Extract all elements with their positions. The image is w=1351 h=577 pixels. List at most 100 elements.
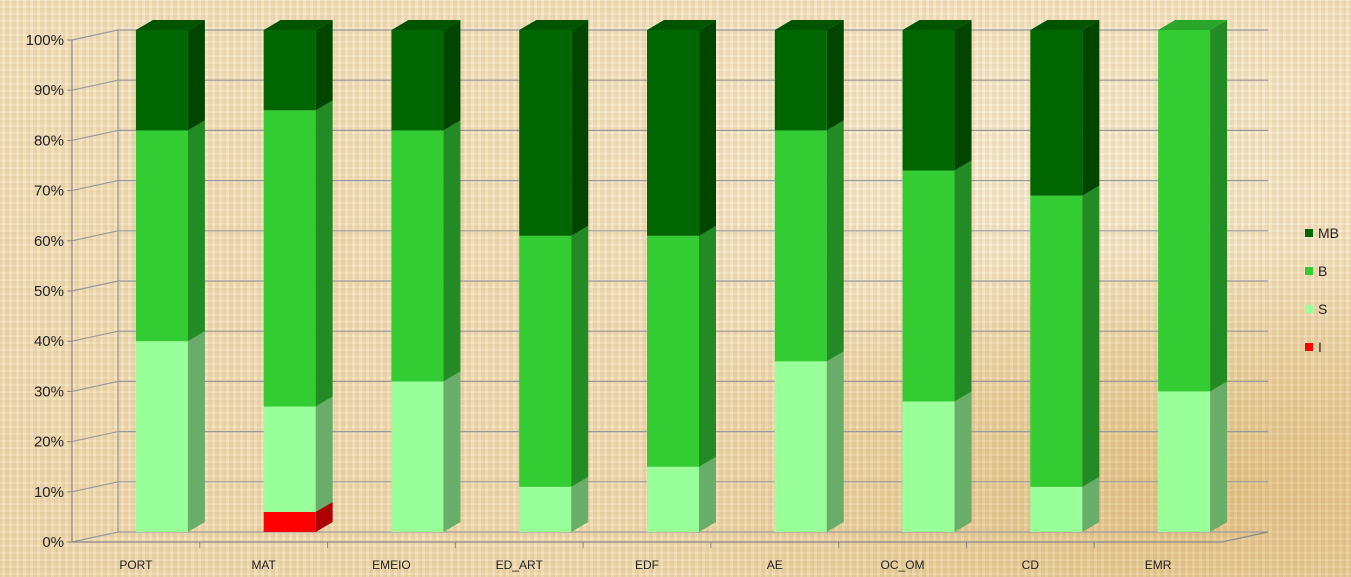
- floor-edge: [1221, 531, 1269, 543]
- y-tick-label: 0%: [42, 534, 64, 551]
- bar-front: [1030, 486, 1083, 532]
- bar-front: [263, 511, 316, 532]
- gridline-side: [71, 280, 119, 292]
- bar-top: [902, 20, 972, 30]
- bar-front: [135, 130, 188, 342]
- bar-segment-i-mat: [263, 501, 333, 532]
- gridline-side: [71, 431, 119, 443]
- bar-top: [135, 20, 205, 30]
- y-tick-label: 40%: [34, 333, 64, 350]
- bar-side: [315, 100, 333, 407]
- bar-front: [1030, 195, 1083, 487]
- x-tick-label: AE: [767, 558, 783, 572]
- bar-side: [826, 120, 844, 362]
- x-tick-label: EDF: [635, 558, 659, 572]
- bar-side: [954, 20, 972, 171]
- bar-segment-b-ed_art: [519, 225, 589, 487]
- bar-side: [187, 120, 205, 342]
- bar-front: [135, 30, 188, 131]
- bar-front: [902, 401, 955, 532]
- legend-swatch: [1305, 229, 1313, 237]
- bar-segment-s-edf: [647, 456, 716, 532]
- bar-front: [902, 30, 955, 171]
- bar-top: [1158, 20, 1228, 30]
- bar-segment-b-edf: [647, 225, 716, 467]
- x-tick-label: EMR: [1145, 558, 1172, 572]
- bar-side: [315, 396, 333, 512]
- y-tick-label: 10%: [34, 484, 64, 501]
- bar-front: [391, 381, 444, 532]
- bars: [135, 20, 1228, 532]
- bar-side: [1082, 476, 1100, 532]
- gridline-side: [71, 79, 119, 91]
- bar-side: [571, 225, 589, 487]
- bar-segment-s-emeio: [391, 371, 461, 532]
- bar-front: [774, 361, 827, 532]
- x-tick-label: EMEIO: [372, 558, 411, 572]
- legend-label: B: [1318, 263, 1327, 279]
- gridline-side: [71, 531, 119, 543]
- bar-front: [263, 406, 316, 512]
- bar-side: [699, 225, 716, 467]
- bar-segment-s-oc_om: [902, 391, 972, 532]
- gridline-side: [71, 230, 119, 242]
- bar-top: [391, 20, 461, 30]
- y-tick-label: 70%: [34, 183, 64, 200]
- bar-segment-mb-port: [135, 20, 205, 131]
- bar-front: [519, 235, 572, 487]
- gridline-side: [71, 481, 119, 493]
- bar-side: [826, 20, 844, 131]
- bar-segment-mb-oc_om: [902, 20, 972, 171]
- bar-front: [647, 30, 699, 236]
- bar-front: [1158, 391, 1211, 532]
- bar-segment-s-port: [135, 331, 205, 532]
- bar-side: [443, 20, 461, 131]
- bar-side: [826, 351, 844, 532]
- bar-side: [699, 20, 716, 236]
- bar-front: [774, 130, 827, 362]
- legend-item-i: I: [1305, 339, 1322, 355]
- y-tick-label: 80%: [34, 132, 64, 149]
- bar-front: [647, 235, 699, 467]
- x-tick-label: CD: [1022, 558, 1040, 572]
- bar-front: [902, 170, 955, 402]
- bar-front: [135, 341, 188, 532]
- bar-side: [443, 120, 461, 382]
- bar-segment-mb-ae: [774, 20, 844, 131]
- bar-side: [315, 501, 333, 532]
- legend: MB B S I: [1305, 225, 1339, 355]
- bar-segment-b-cd: [1030, 185, 1100, 487]
- bar-segment-s-ed_art: [519, 476, 589, 532]
- bar-side: [699, 456, 716, 532]
- x-tick-label: MAT: [251, 558, 276, 572]
- legend-label: MB: [1318, 225, 1339, 241]
- bar-segment-b-port: [135, 120, 205, 342]
- x-tick-label: ED_ART: [496, 558, 544, 572]
- gridline-side: [71, 380, 119, 392]
- legend-item-s: S: [1305, 301, 1327, 317]
- bar-segment-mb-ed_art: [519, 20, 589, 236]
- y-tick-label: 60%: [34, 233, 64, 250]
- gridline-side: [71, 129, 119, 141]
- bar-front: [263, 30, 316, 111]
- bar-side: [1082, 20, 1100, 196]
- legend-label: I: [1318, 339, 1322, 355]
- bar-side: [571, 20, 589, 236]
- bar-top: [774, 20, 844, 30]
- y-tick-label: 100%: [26, 32, 64, 49]
- bar-front: [519, 486, 572, 532]
- bar-front: [263, 110, 316, 407]
- bar-segment-s-mat: [263, 396, 333, 512]
- axes: [67, 39, 1269, 548]
- bar-side: [1082, 185, 1100, 487]
- bar-side: [187, 331, 205, 532]
- y-tick-label: 20%: [34, 434, 64, 451]
- labels: 0% 10% 20% 30% 40% 50% 60% 70% 80% 90% 100% PORT MAT…: [26, 32, 1172, 572]
- bar-front: [647, 466, 699, 532]
- legend-item-mb: MB: [1305, 225, 1339, 241]
- bar-side: [1210, 381, 1228, 532]
- bar-segment-b-emr: [1158, 20, 1228, 392]
- bar-segment-mb-emeio: [391, 20, 461, 131]
- bar-front: [1030, 30, 1083, 196]
- bar-side: [954, 391, 972, 532]
